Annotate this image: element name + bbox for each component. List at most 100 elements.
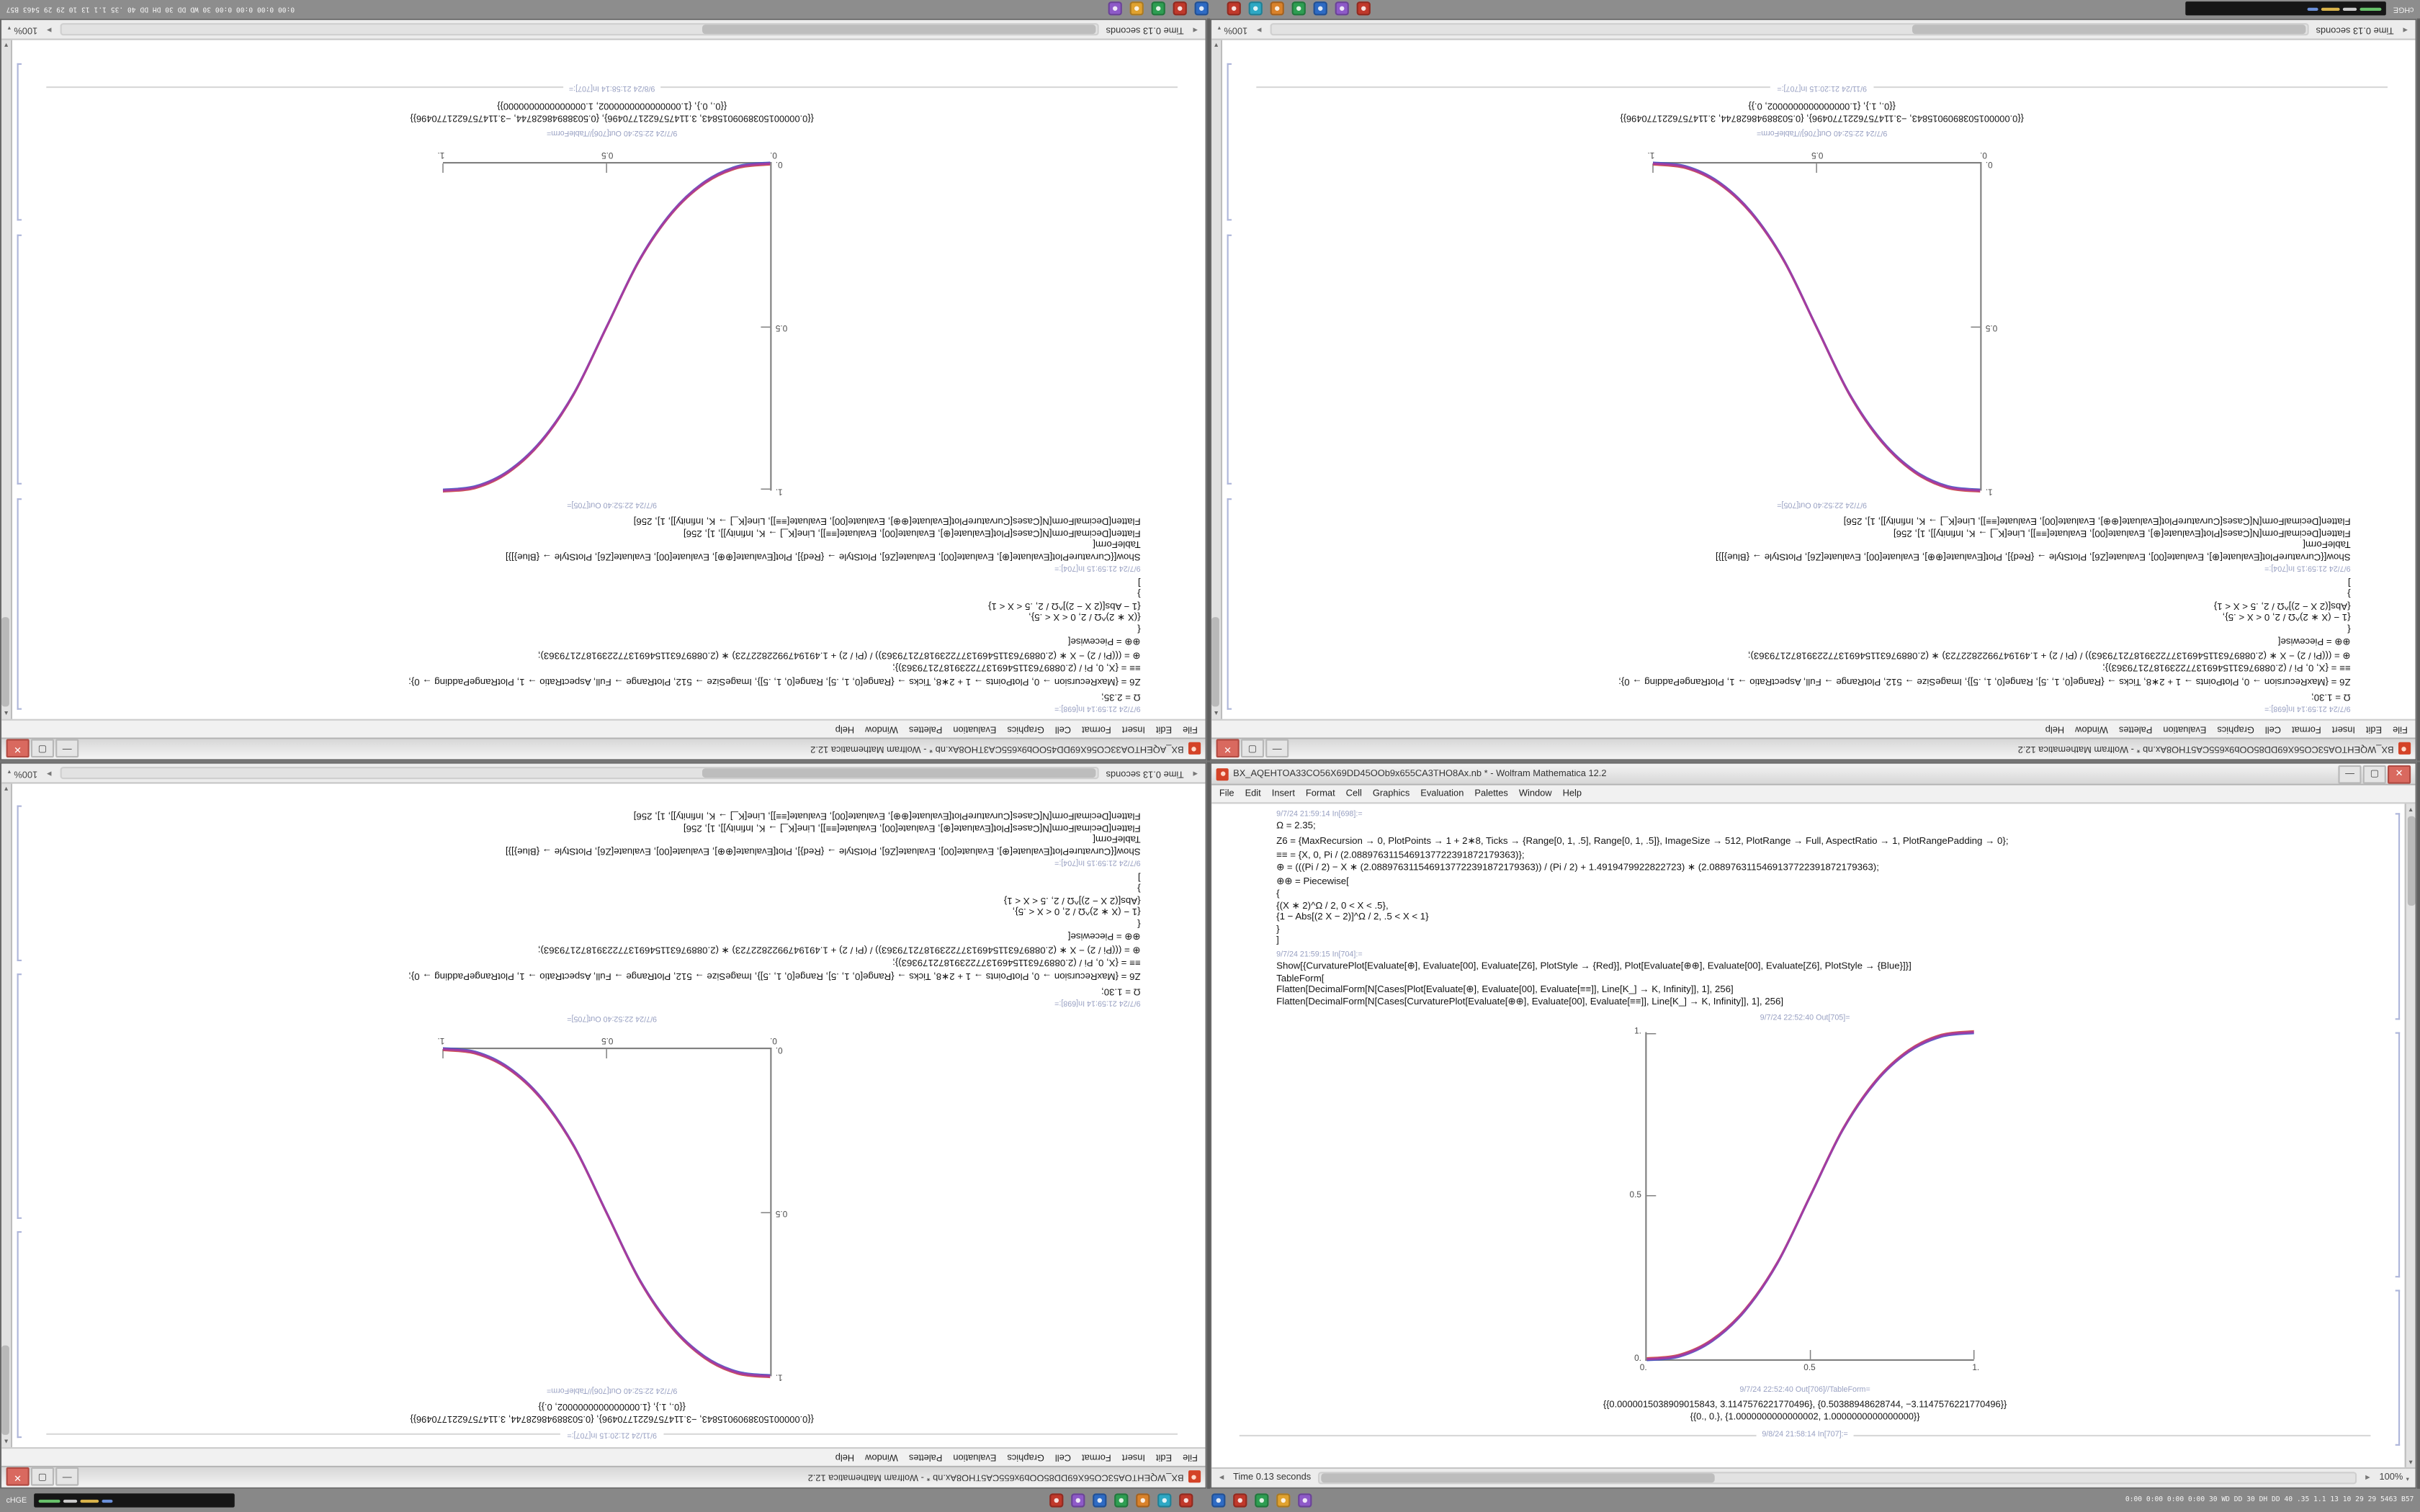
input-cell[interactable]: Z6 = {MaxRecursion → 0, PlotPoints → 1 +…	[1276, 836, 2386, 847]
menu-graphics[interactable]: Graphics	[1007, 724, 1044, 734]
menu-cell[interactable]: Cell	[2264, 724, 2282, 734]
menu-file[interactable]: File	[1183, 724, 1198, 734]
minimize-button[interactable]: —	[55, 1467, 79, 1487]
taskbar-app-icon[interactable]	[1254, 1493, 1268, 1508]
menu-format[interactable]: Format	[1305, 789, 1335, 798]
notebook-area[interactable]: 9/7/24 21:59:14 In[698]:= Ω = 1.30; Z6 = {…	[12, 783, 1206, 1447]
menu-evaluation[interactable]: Evaluation	[1420, 789, 1464, 798]
minimize-button[interactable]: —	[2338, 764, 2362, 783]
scroll-up-arrow[interactable]: ▲	[3, 709, 9, 718]
menu-palettes[interactable]: Palettes	[2118, 724, 2153, 734]
menu-edit[interactable]: Edit	[1155, 1452, 1173, 1462]
mathematica-window-top-left[interactable]: BX_AQEHTOA33CO56X69DD45OOb9x655CA3THO8Ax…	[0, 18, 1207, 761]
input-cell[interactable]: ⊕⊕ = Piecewise[{{1 − (X ∗ 2)^Ω / 2, 0 < …	[1241, 575, 2351, 646]
hscroll-left-arrow[interactable]: ◄	[1191, 768, 1199, 778]
taskbar-app-icon[interactable]	[1276, 1493, 1290, 1508]
magnification-control[interactable]: 100% ▾	[2379, 1473, 2409, 1482]
taskbar-app-icon[interactable]	[1130, 2, 1144, 17]
menu-window[interactable]: Window	[865, 724, 898, 734]
input-cell[interactable]: 9/7/24 21:59:15 In[704]:= Show[{Curvature…	[1276, 950, 2386, 1008]
taskbar-app-icon[interactable]	[1070, 1493, 1085, 1508]
menu-window[interactable]: Window	[1518, 789, 1552, 798]
taskbar-app-icon[interactable]	[1314, 2, 1328, 17]
menu-evaluation[interactable]: Evaluation	[2163, 724, 2207, 734]
input-cell[interactable]: ⊕⊕ = Piecewise[{{1 − (X ∗ 2)^Ω / 2, 0 < …	[31, 870, 1141, 940]
close-button[interactable]: ✕	[6, 1467, 30, 1487]
input-cell[interactable]: ⊕⊕ = Piecewise[{{(X ∗ 2)^Ω / 2, 0 < X < …	[1276, 877, 2386, 948]
menu-edit[interactable]: Edit	[1245, 789, 1261, 798]
menu-window[interactable]: Window	[2075, 724, 2108, 734]
taskbar-app-icon[interactable]	[1092, 1493, 1106, 1508]
horizontal-scrollbar[interactable]	[1318, 1472, 2357, 1485]
taskbar-app-icon[interactable]	[1357, 2, 1371, 17]
input-cell[interactable]: ⊕⊕ = Piecewise[{{(X ∗ 2)^Ω / 2, 0 < X < …	[31, 575, 1140, 646]
window-titlebar[interactable]: BX_AQEHTOA33CO56X69DD45OOb9x655CA3THO8Ax…	[1, 737, 1206, 760]
magnification-control[interactable]: 100% ▾	[1218, 24, 1248, 34]
hscroll-right-arrow[interactable]: ►	[45, 768, 53, 778]
taskbar-app-icon[interactable]	[1211, 1493, 1225, 1508]
input-cell[interactable]: 9/7/24 21:59:14 In[698]:= Ω = 1.30;	[1241, 690, 2350, 713]
minimize-button[interactable]: —	[55, 739, 79, 759]
scroll-down-arrow[interactable]: ▼	[1213, 41, 1219, 50]
window-titlebar[interactable]: BX_WQEHTOA53CO56X69DD85OOb9x655CA5THO8Ax…	[1, 1465, 1206, 1488]
menu-graphics[interactable]: Graphics	[1372, 789, 1410, 798]
scrollbar-thumb[interactable]	[2, 617, 10, 707]
vertical-scrollbar[interactable]: ▲ ▼	[1211, 40, 1223, 719]
menu-help[interactable]: Help	[835, 1452, 855, 1462]
input-cell[interactable]: 9/7/24 21:59:15 In[704]:= Show[{Curvature…	[31, 515, 1141, 572]
menu-cell[interactable]: Cell	[1054, 1452, 1072, 1462]
minimize-button[interactable]: —	[1265, 739, 1289, 759]
window-titlebar[interactable]: BX_WQEHTOA53CO56X69DD85OOb9x655CA5THO8Ax…	[1211, 737, 2416, 760]
window-titlebar[interactable]: BX_AQEHTOA33CO56X69DD45OOb9x655CA3THO8Ax…	[1211, 763, 2416, 786]
scroll-down-arrow[interactable]: ▼	[3, 41, 9, 50]
input-cell[interactable]: ≡≡ = {X, 0, Pi / (2.08897631154691377223…	[31, 944, 1141, 967]
taskbar-app-icon[interactable]	[1049, 1493, 1063, 1508]
menu-file[interactable]: File	[2393, 724, 2408, 734]
input-cell[interactable]: 9/7/24 21:59:15 In[704]:= Show[{Curvature…	[31, 809, 1141, 868]
input-cell[interactable]: 9/7/24 21:59:15 In[704]:= Show[{Curvature…	[1241, 515, 2351, 572]
taskbar-app-icon[interactable]	[1249, 2, 1263, 17]
menu-format[interactable]: Format	[1082, 724, 1111, 734]
input-cell[interactable]: Z6 = {MaxRecursion → 0, PlotPoints → 1 +…	[1241, 675, 2350, 687]
input-cell[interactable]: 9/7/24 21:59:14 In[698]:= Ω = 2.35;	[31, 690, 1140, 713]
taskbar-app-icon[interactable]	[1335, 2, 1350, 17]
menu-insert[interactable]: Insert	[2331, 724, 2355, 734]
menu-graphics[interactable]: Graphics	[1007, 1452, 1044, 1462]
hscroll-left-arrow[interactable]: ◄	[1191, 24, 1199, 35]
close-button[interactable]: ✕	[6, 739, 30, 759]
taskbar-app-icon[interactable]	[1232, 1493, 1247, 1508]
input-cell[interactable]: 9/7/24 21:59:14 In[698]:= Ω = 2.35;	[1276, 810, 2386, 832]
close-button[interactable]: ✕	[1216, 739, 1240, 759]
notebook-area[interactable]: 9/7/24 21:59:14 In[698]:= Ω = 2.35; Z6 = {…	[1211, 804, 2405, 1467]
maximize-button[interactable]: ▢	[1240, 739, 1264, 759]
hscroll-thumb[interactable]	[702, 24, 1095, 35]
vertical-scrollbar[interactable]: ▲ ▼	[2404, 804, 2416, 1467]
input-cell[interactable]: ≡≡ = {X, 0, Pi / (2.08897631154691377223…	[1276, 850, 2386, 874]
menu-palettes[interactable]: Palettes	[908, 1452, 943, 1462]
menu-cell[interactable]: Cell	[1345, 789, 1362, 798]
maximize-button[interactable]: ▢	[30, 1467, 54, 1487]
menu-help[interactable]: Help	[2045, 724, 2065, 734]
input-cell[interactable]: 9/7/24 21:59:14 In[698]:= Ω = 1.30;	[31, 985, 1140, 1007]
menu-insert[interactable]: Insert	[1121, 724, 1145, 734]
menu-insert[interactable]: Insert	[1121, 1452, 1145, 1462]
scroll-up-arrow[interactable]: ▲	[3, 1438, 9, 1446]
menu-insert[interactable]: Insert	[1271, 789, 1295, 798]
menu-window[interactable]: Window	[865, 1452, 898, 1462]
hscroll-left-arrow[interactable]: ◄	[2401, 24, 2409, 35]
hscroll-thumb[interactable]	[1322, 1473, 1715, 1483]
taskbar-app-icon[interactable]	[1292, 2, 1307, 17]
taskbar-app-icon[interactable]	[1178, 1493, 1193, 1508]
menu-help[interactable]: Help	[1562, 789, 1582, 798]
horizontal-scrollbar[interactable]	[1270, 23, 2308, 36]
menu-help[interactable]: Help	[835, 724, 855, 734]
scroll-down-arrow[interactable]: ▼	[2407, 1457, 2414, 1466]
taskbar-app-icon[interactable]	[1297, 1493, 1312, 1508]
magnification-control[interactable]: 100% ▾	[8, 24, 38, 34]
taskbar-app-icon[interactable]	[1157, 1493, 1171, 1508]
hscroll-left-arrow[interactable]: ◄	[1217, 1473, 1226, 1483]
input-cell[interactable]: Z6 = {MaxRecursion → 0, PlotPoints → 1 +…	[31, 970, 1140, 982]
taskbar-app-icon[interactable]	[1195, 2, 1209, 17]
taskbar-app-icon[interactable]	[1270, 2, 1285, 17]
taskbar-app-icon[interactable]	[1113, 1493, 1128, 1508]
